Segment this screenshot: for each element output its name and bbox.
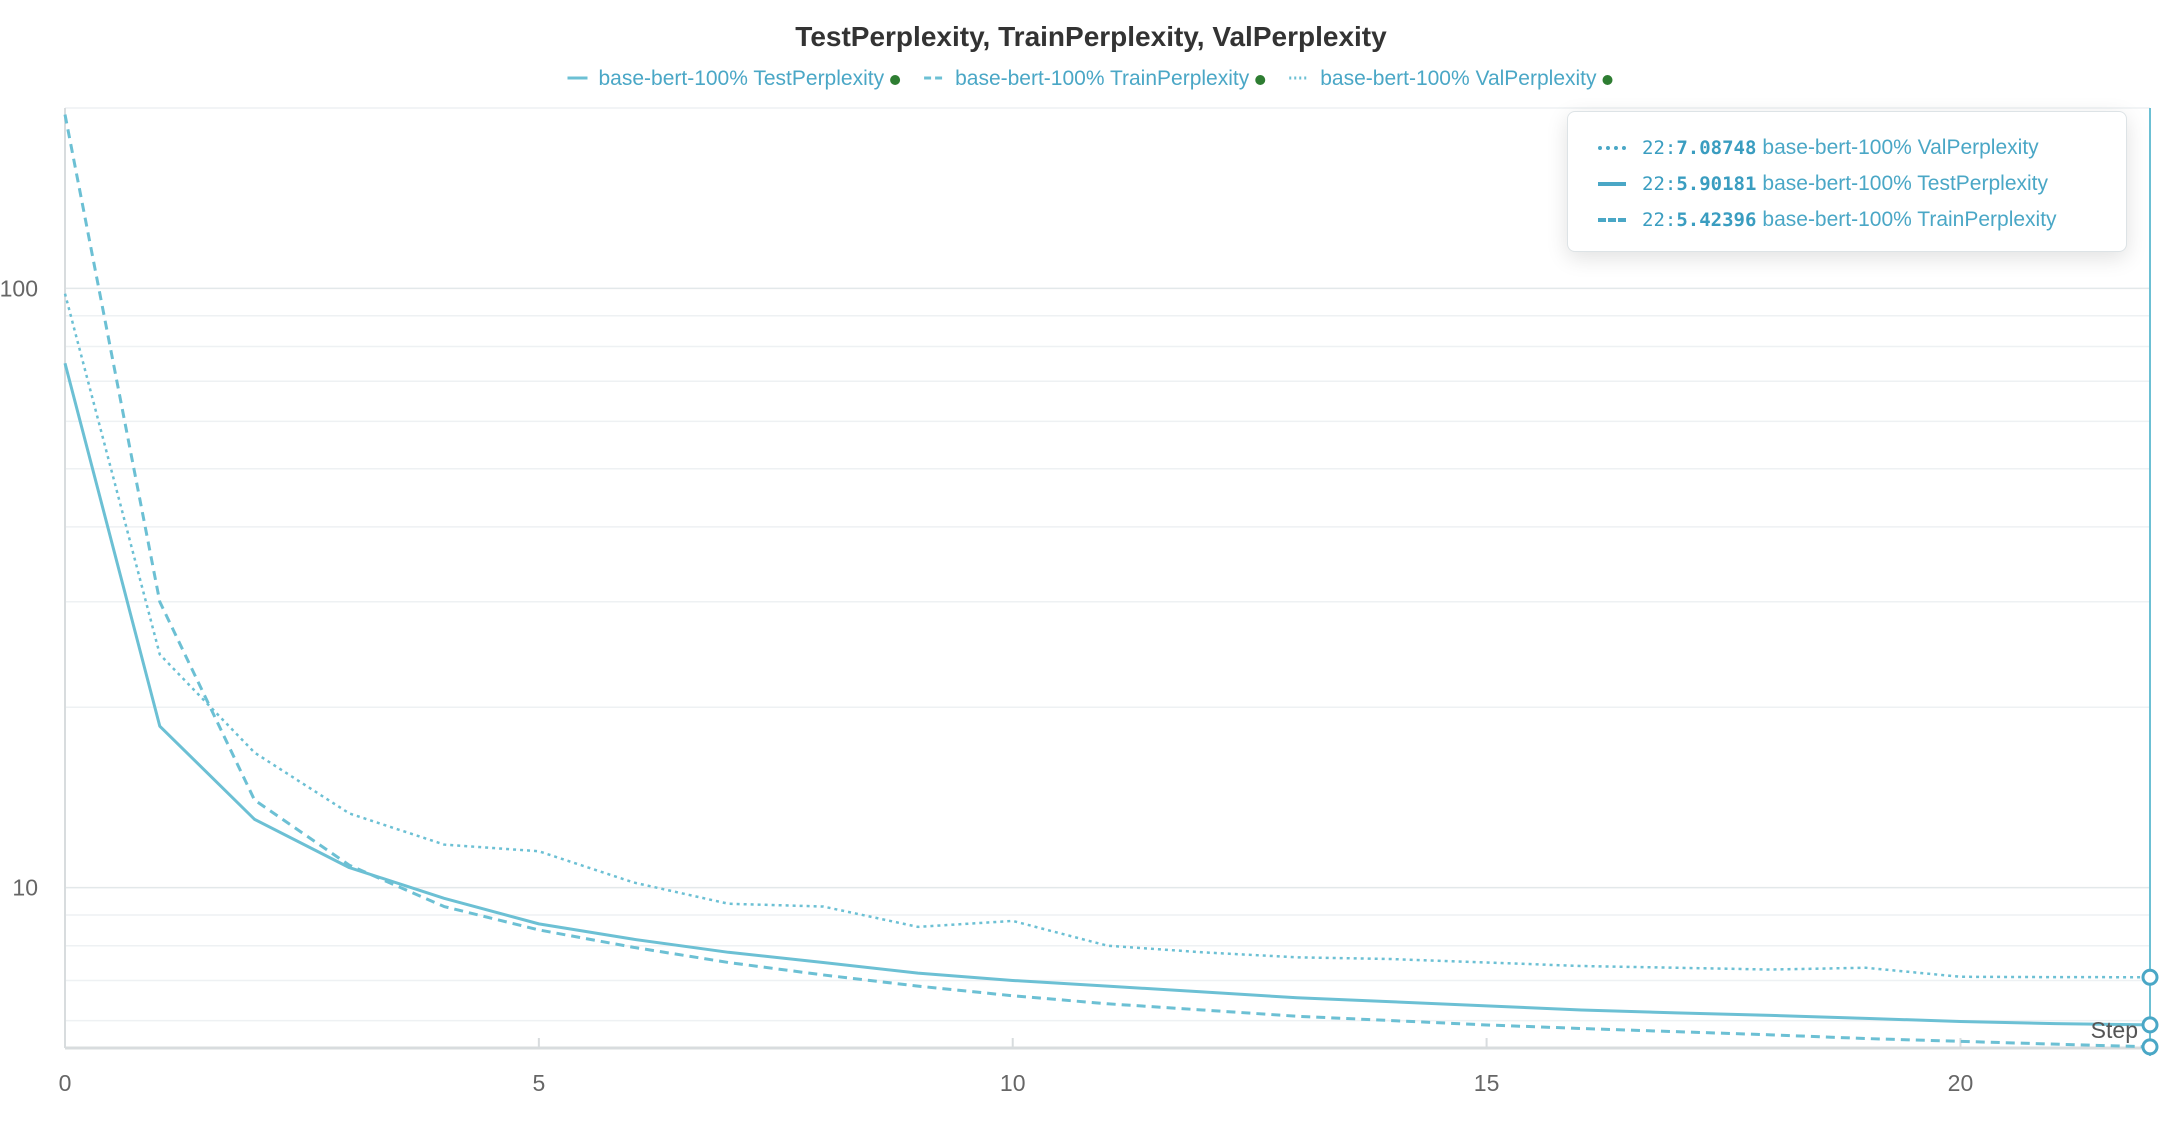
- legend-item: base-bert-100% ValPerplexity: [1289, 67, 1613, 90]
- x-tick-label: 10: [1000, 1070, 1026, 1096]
- axes: 0 5 10 15 20 10 100: [0, 108, 2150, 1096]
- tooltip-series-name: base-bert-100% TrainPerplexity: [1762, 208, 2057, 231]
- hover-marker: [2141, 108, 2159, 1056]
- series-lines: [63, 114, 2151, 1049]
- tooltip-value: 7.08748: [1676, 137, 1757, 159]
- y-tick-label: 10: [12, 875, 38, 901]
- hover-point: [2141, 968, 2159, 986]
- tooltip-step: 22:: [1642, 173, 1677, 195]
- series-line-dashed: [63, 114, 2151, 1049]
- tooltip-step: 22:: [1642, 209, 1677, 231]
- legend-label: base-bert-100% TestPerplexity: [598, 67, 884, 90]
- x-tick-label: 5: [532, 1070, 545, 1096]
- tooltip-swatch: [1598, 218, 1626, 222]
- legend-label: base-bert-100% ValPerplexity: [1320, 67, 1597, 90]
- tooltip-row: 22: 5.42396 base-bert-100% TrainPerplexit…: [1598, 202, 2126, 238]
- legend-label: base-bert-100% TrainPerplexity: [955, 67, 1250, 90]
- series-line-solid: [63, 362, 2151, 1027]
- legend: base-bert-100% TestPerplexity base-bert-1…: [567, 67, 1613, 90]
- x-tick-label: 15: [1474, 1070, 1500, 1096]
- legend-item: base-bert-100% TestPerplexity: [567, 67, 901, 90]
- x-tick-label: 20: [1948, 1070, 1974, 1096]
- y-tick-label: 100: [0, 275, 38, 301]
- tooltip-series-name: base-bert-100% TestPerplexity: [1762, 172, 2048, 195]
- x-tick-label: 0: [59, 1070, 72, 1096]
- tooltip-row: 22: 5.90181 base-bert-100% TestPerplexity: [1598, 166, 2126, 202]
- legend-item: base-bert-100% TrainPerplexity: [924, 67, 1266, 90]
- chart-title: TestPerplexity, TrainPerplexity, ValPerp…: [795, 21, 1387, 52]
- tooltip-step: 22:: [1642, 137, 1677, 159]
- legend-status-dot: [1255, 75, 1266, 85]
- grid-lines: [65, 107, 2150, 1022]
- legend-status-dot: [890, 75, 901, 85]
- tooltip-value: 5.42396: [1676, 209, 1757, 231]
- x-axis-title: Step: [2091, 1017, 2138, 1043]
- tooltip-row: 22: 7.08748 base-bert-100% ValPerplexity: [1598, 130, 2126, 166]
- hover-point: [2141, 1016, 2159, 1034]
- hover-point: [2141, 1038, 2159, 1056]
- hover-tooltip: 22: 7.08748 base-bert-100% ValPerplexity 2…: [1567, 111, 2127, 252]
- tooltip-swatch: [1598, 146, 1626, 150]
- legend-status-dot: [1602, 75, 1613, 85]
- tooltip-series-name: base-bert-100% ValPerplexity: [1762, 136, 2039, 159]
- tooltip-swatch: [1598, 182, 1626, 186]
- tooltip-value: 5.90181: [1676, 173, 1757, 195]
- series-line-dotted: [63, 293, 2151, 979]
